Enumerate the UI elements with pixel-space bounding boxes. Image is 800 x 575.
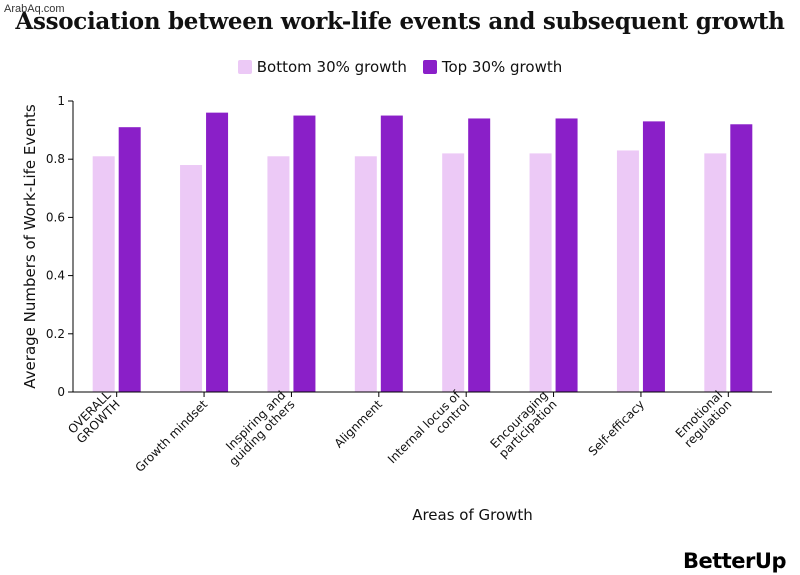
bar-bottom [704, 153, 727, 392]
x-tick-label-text: OVERALLGROWTH [65, 388, 123, 446]
x-tick-label: Alignment [332, 397, 386, 451]
legend-label-top: Top 30% growth [441, 58, 563, 76]
bar-bottom [354, 156, 377, 392]
x-tick-label: Internal locus ofcontrol [385, 387, 473, 475]
bar-top [468, 118, 491, 393]
x-tick-label-text: Alignment [332, 397, 386, 451]
x-tick-label-text: Encouragingparticipation [487, 388, 560, 461]
x-tick-label-line: Self-efficacy [586, 397, 647, 458]
x-tick-label: OVERALLGROWTH [65, 388, 123, 446]
bar-top [730, 124, 753, 392]
bar-bottom [442, 153, 465, 392]
bar-bottom [267, 156, 290, 392]
x-tick-label: Emotionalregulation [672, 388, 735, 450]
x-tick-label: Encouragingparticipation [487, 388, 560, 461]
x-tick-label-text: Inspiring andguiding others [217, 388, 297, 468]
brand-logo: BetterUp [682, 549, 787, 573]
y-tick-label: 1 [57, 94, 65, 108]
x-tick-label-line: Alignment [332, 397, 386, 451]
legend-label-bottom: Bottom 30% growth [256, 58, 407, 76]
bar-top [380, 115, 403, 393]
x-tick-label: Growth mindset [133, 397, 211, 475]
bar-top [555, 118, 578, 393]
legend-swatch-bottom [237, 60, 252, 74]
x-tick-label: Inspiring andguiding others [217, 388, 297, 468]
x-tick-label-text: Self-efficacy [586, 397, 647, 458]
legend: Bottom 30% growth Top 30% growth [0, 58, 800, 76]
x-tick-label-line: Growth mindset [133, 397, 211, 475]
y-tick-label: 0 [57, 385, 65, 399]
chart-title: Association between work-life events and… [15, 8, 785, 35]
watermark: ArabAq.com [4, 3, 65, 15]
y-tick-label: 0.8 [46, 152, 65, 166]
y-axis-title: Average Numbers of Work-Life Events [21, 104, 39, 389]
bar-top [206, 112, 229, 392]
bar-top [642, 121, 665, 393]
legend-swatch-top [422, 60, 437, 74]
x-tick-label: Self-efficacy [586, 397, 647, 458]
x-axis-title: Areas of Growth [412, 506, 533, 524]
bar-top [293, 115, 316, 393]
legend-item-top[interactable]: Top 30% growth [422, 58, 563, 76]
x-tick-label-text: Emotionalregulation [672, 388, 734, 450]
legend-item-bottom[interactable]: Bottom 30% growth [237, 58, 407, 76]
bar-bottom [529, 153, 552, 392]
y-tick-label: 0.2 [46, 327, 65, 341]
x-tick-label-text: Internal locus ofcontrol [385, 387, 473, 475]
y-tick-label: 0.6 [46, 210, 65, 224]
x-tick-label-text: Growth mindset [133, 397, 211, 475]
bar-bottom [92, 156, 115, 392]
bar-bottom [180, 165, 203, 392]
bar-bottom [616, 150, 639, 392]
bar-top [118, 127, 141, 392]
y-tick-label: 0.4 [46, 269, 65, 283]
